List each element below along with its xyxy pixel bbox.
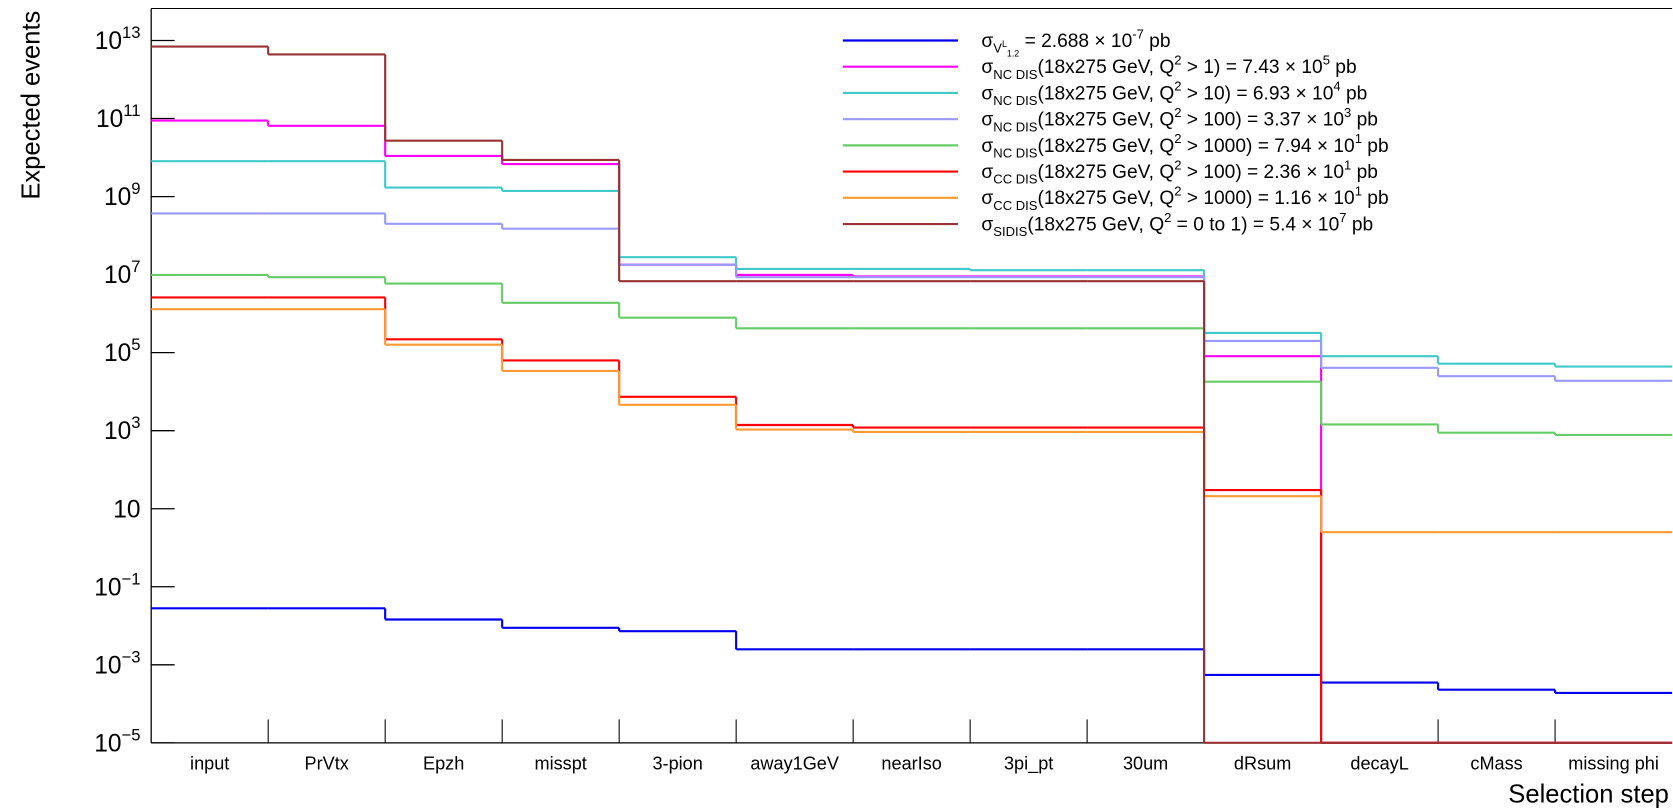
x-tick-label: decayL: [1350, 754, 1408, 774]
x-tick-label: missing phi: [1568, 754, 1659, 774]
legend-label: σSIDIS(18x275 GeV, Q2 = 0 to 1) = 5.4 × …: [981, 210, 1373, 239]
y-tick-label: 103: [104, 413, 141, 445]
series-2: [151, 160, 1673, 368]
y-tick-label: 1011: [96, 101, 141, 133]
x-tick-label: PrVtx: [305, 754, 349, 774]
y-tick-label: 109: [104, 179, 141, 211]
y-tick-label: 1013: [95, 23, 141, 55]
legend-label: σCC DIS(18x275 GeV, Q2 > 100) = 2.36 × 1…: [981, 157, 1378, 186]
y-tick-label: 10−3: [94, 647, 140, 679]
legend-label: σVL1.2 = 2.688 × 10-7 pb: [981, 26, 1170, 58]
legend-label: σNC DIS(18x275 GeV, Q2 > 1000) = 7.94 × …: [981, 131, 1388, 160]
x-tick-label: dRsum: [1234, 754, 1291, 774]
x-tick-label: 3pi_pt: [1004, 754, 1053, 775]
y-axis-title: Expected events: [17, 11, 45, 200]
series-4: [151, 273, 1673, 436]
series-7: [151, 45, 1673, 744]
x-tick-label: cMass: [1470, 754, 1522, 774]
x-tick-label: misspt: [535, 754, 587, 774]
y-tick-label: 10−5: [94, 725, 140, 757]
legend-label: σCC DIS(18x275 GeV, Q2 > 1000) = 1.16 × …: [981, 184, 1388, 213]
series-0: [151, 607, 1673, 695]
y-tick-label: 107: [104, 257, 141, 289]
legend-label: σNC DIS(18x275 GeV, Q2 > 100) = 3.37 × 1…: [981, 105, 1378, 134]
x-tick-label: 3-pion: [652, 754, 702, 774]
x-tick-label: away1GeV: [750, 754, 839, 774]
x-tick-label: Epzh: [423, 754, 464, 774]
x-tick-label: nearIso: [881, 754, 941, 774]
legend-label: σNC DIS(18x275 GeV, Q2 > 1) = 7.43 × 105…: [981, 52, 1356, 81]
legend-label: σNC DIS(18x275 GeV, Q2 > 10) = 6.93 × 10…: [981, 79, 1367, 108]
x-tick-label: 30um: [1123, 754, 1168, 774]
series-6: [151, 308, 1673, 534]
y-tick-label: 105: [104, 335, 141, 367]
x-axis-title: Selection step: [1508, 781, 1669, 809]
y-tick-label: 10: [113, 496, 140, 523]
y-tick-label: 10−1: [94, 569, 140, 601]
x-tick-label: input: [190, 754, 229, 774]
